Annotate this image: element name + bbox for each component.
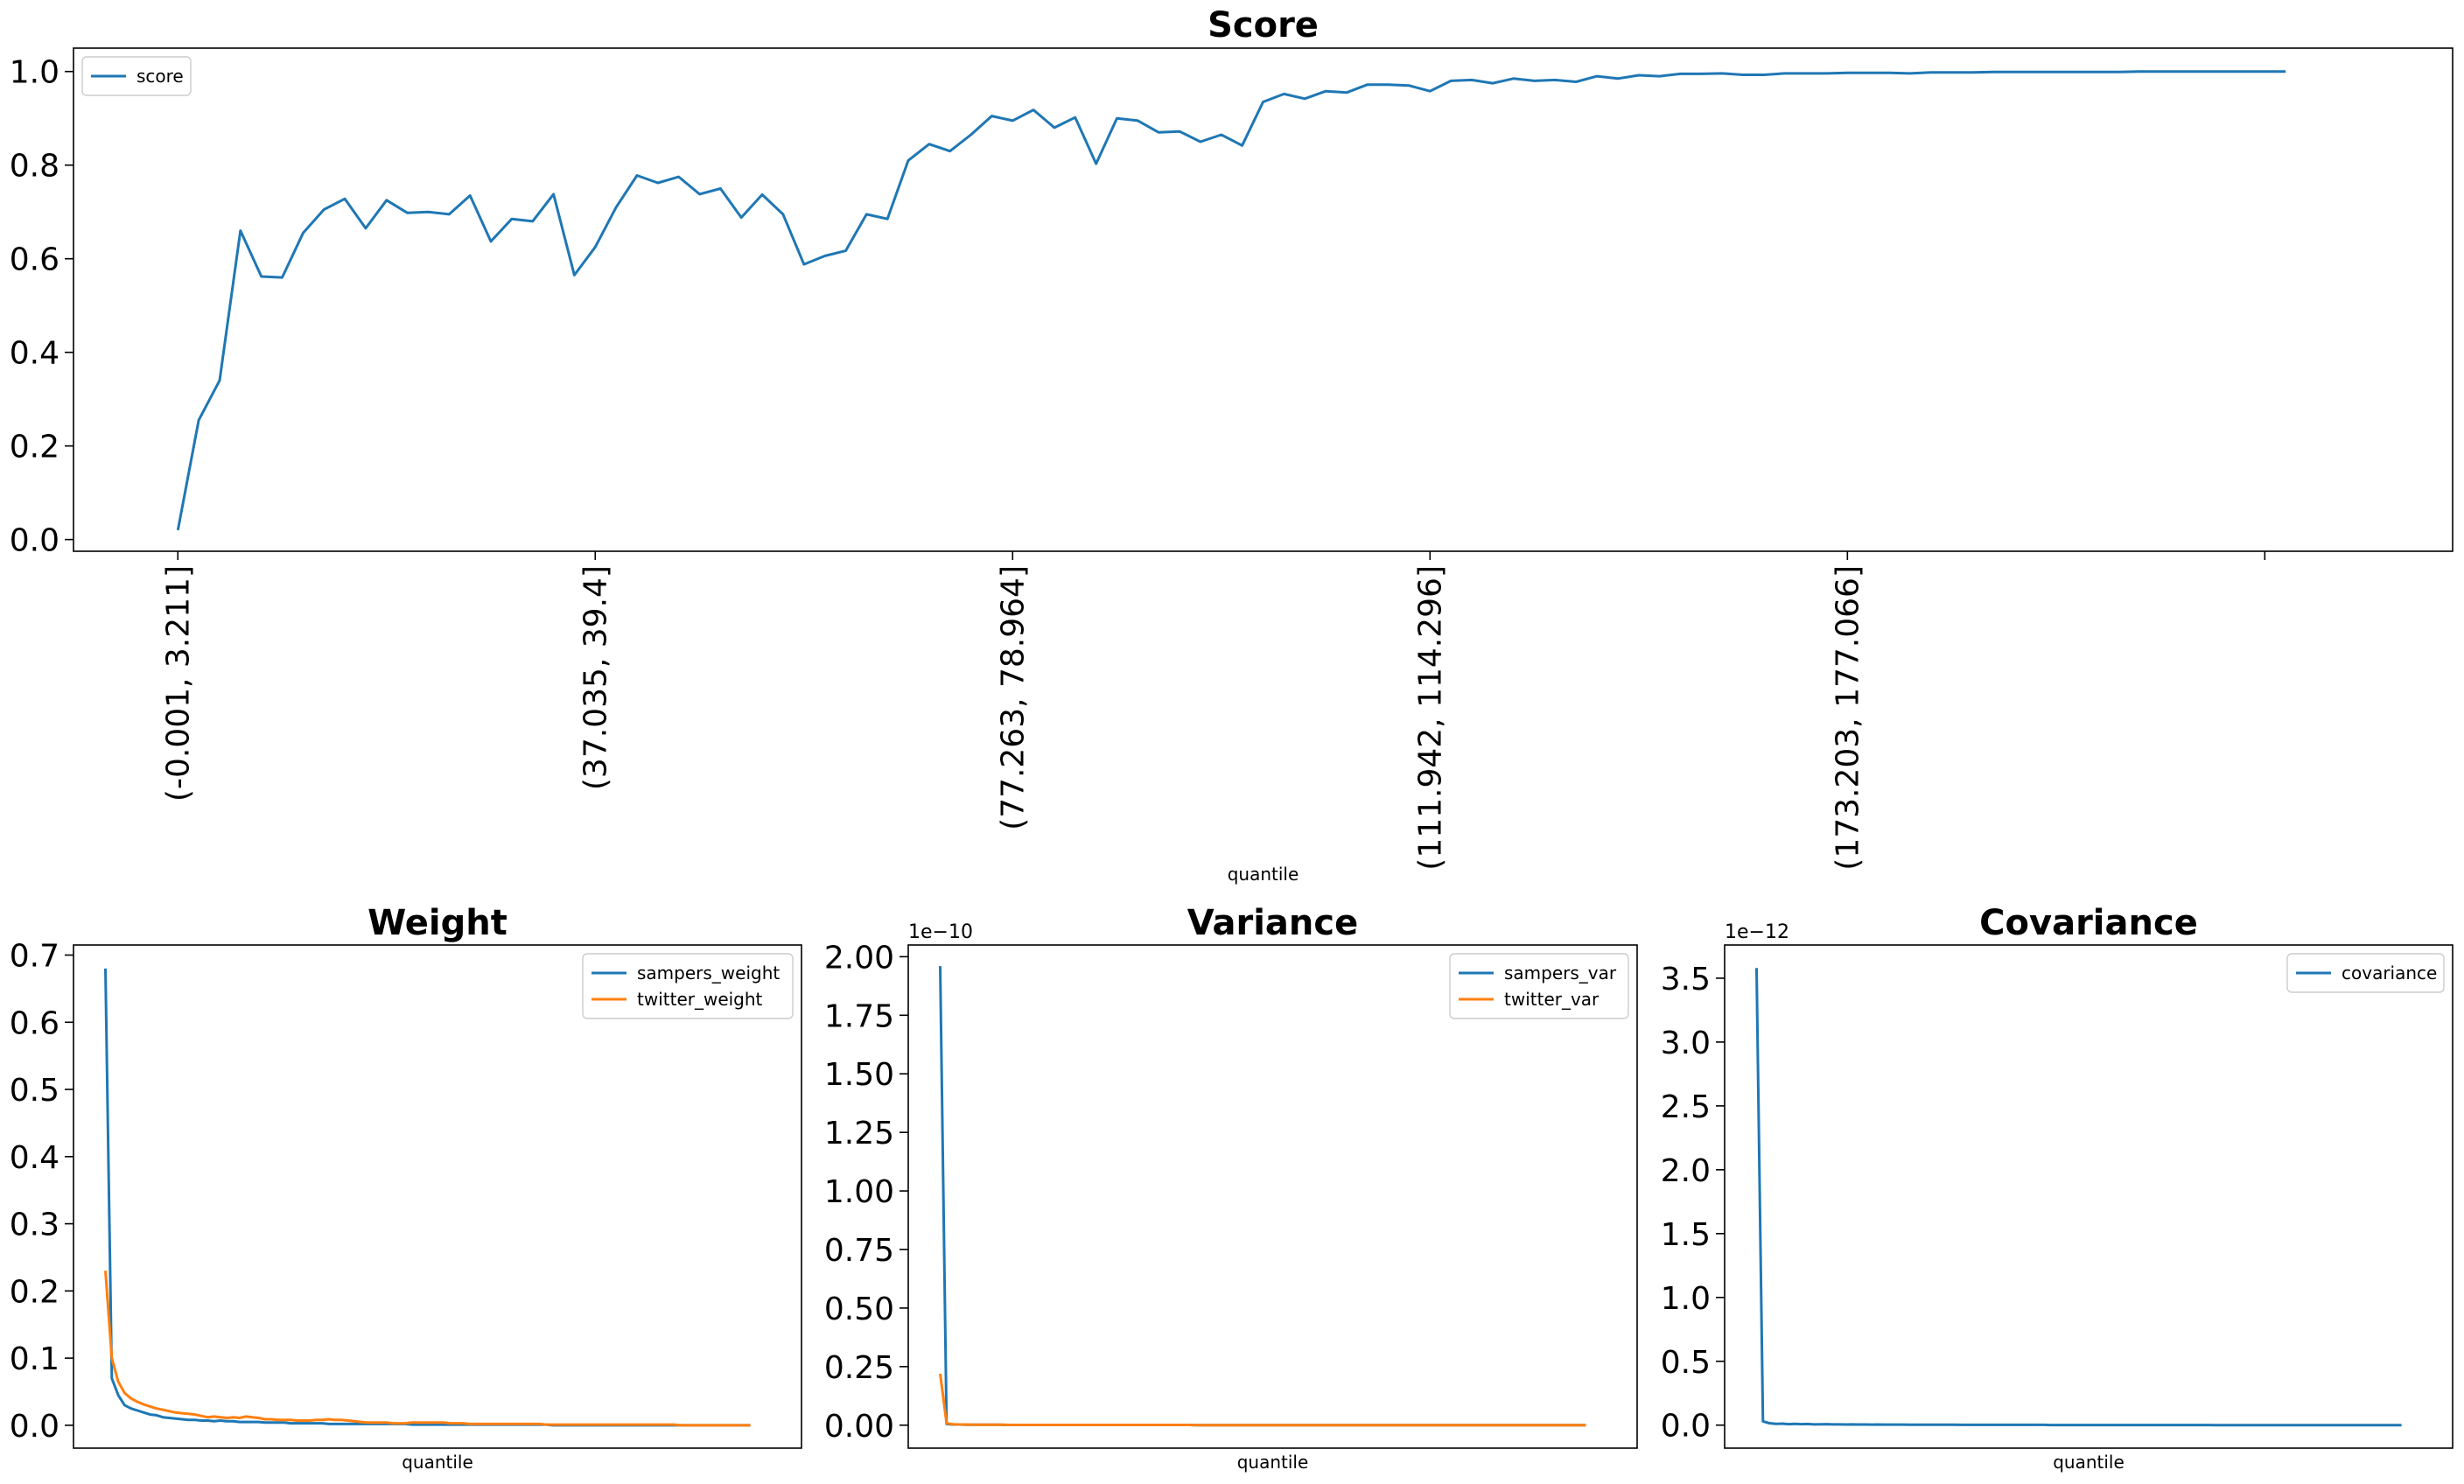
variance-panel: Variance 0.00 0.25 0.50 0.75 1.00 1.25 1.50 1.75… xyxy=(824,903,1638,1473)
variance-ytick-label: 1.75 xyxy=(824,998,894,1034)
variance-legend-box xyxy=(1449,953,1629,1019)
score-chart-title: Score xyxy=(1208,5,1319,46)
score-xtick-label: (37.035, 39.4] xyxy=(578,565,613,790)
score-ytick-label: 0.4 xyxy=(10,336,60,372)
score-xtick-label: (77.263, 78.964] xyxy=(995,565,1031,830)
covariance-xaxis-label: quantile xyxy=(2053,1452,2124,1473)
weight-legend-box xyxy=(582,953,794,1019)
weight-plot-frame xyxy=(73,944,802,1449)
score-xtick-label: (-0.001, 3.211] xyxy=(160,565,196,802)
weight-ytick-label: 0.4 xyxy=(10,1140,60,1176)
score-series-line-score xyxy=(176,70,2286,531)
score-ytick-label: 0.8 xyxy=(10,149,60,185)
variance-ytick-label: 1.25 xyxy=(824,1116,894,1152)
weight-legend-label: sampers_weight xyxy=(637,962,780,984)
variance-legend-label: sampers_var xyxy=(1504,962,1617,984)
covariance-plot-frame xyxy=(1724,944,2454,1449)
covariance-legend-label: covariance xyxy=(2342,962,2437,984)
weight-ytick-label: 0.5 xyxy=(10,1073,60,1109)
variance-series-line-twitter_var xyxy=(939,1373,1586,1427)
score-ytick-label: 0.2 xyxy=(10,430,60,466)
covariance-ytick-label: 2.5 xyxy=(1661,1089,1711,1125)
weight-ytick-label: 0.3 xyxy=(10,1208,60,1243)
variance-xaxis-label: quantile xyxy=(1237,1452,1309,1473)
score-ytick-label: 0.6 xyxy=(10,242,60,278)
covariance-ytick-label: 1.0 xyxy=(1661,1281,1711,1317)
weight-chart-title: Weight xyxy=(368,903,508,943)
score-ytick-label: 1.0 xyxy=(10,55,60,91)
variance-ytick-label: 1.00 xyxy=(824,1174,894,1210)
score-xaxis-label: quantile xyxy=(1228,864,1299,885)
variance-offset-text: 1e−10 xyxy=(908,921,973,943)
covariance-ytick-label: 0.5 xyxy=(1661,1345,1711,1381)
covariance-panel: Covariance 0.0 0.5 1.0 1.5 2.0 2.5 3.0 3.5 1e−12 q… xyxy=(1661,903,2454,1473)
covariance-ytick-label: 3.0 xyxy=(1661,1026,1711,1061)
covariance-series-line-covariance xyxy=(1755,968,2402,1427)
variance-ytick-label: 0.00 xyxy=(824,1409,894,1445)
variance-legend: sampers_var twitter_var xyxy=(1449,953,1629,1019)
covariance-chart-title: Covariance xyxy=(1979,903,2198,943)
covariance-ytick-label: 3.5 xyxy=(1661,962,1711,998)
covariance-ytick-label: 2.0 xyxy=(1661,1153,1711,1189)
weight-legend-label: twitter_weight xyxy=(637,989,763,1010)
score-legend: score xyxy=(81,56,192,96)
covariance-ytick-label: 1.5 xyxy=(1661,1217,1711,1253)
variance-legend-label: twitter_var xyxy=(1504,989,1600,1010)
variance-ytick-label: 2.00 xyxy=(824,940,894,976)
variance-ytick-label: 0.25 xyxy=(824,1350,894,1386)
weight-ytick-label: 0.7 xyxy=(10,939,60,975)
covariance-ytick-label: 0.0 xyxy=(1661,1409,1711,1445)
variance-chart-title: Variance xyxy=(1187,903,1359,943)
score-legend-box xyxy=(81,56,192,96)
weight-legend: sampers_weight twitter_weight xyxy=(582,953,794,1019)
score-xtick-label: (111.942, 114.296] xyxy=(1412,565,1448,871)
weight-ytick-label: 0.2 xyxy=(10,1274,60,1310)
weight-series-line-twitter_weight xyxy=(104,1270,751,1427)
covariance-offset-text: 1e−12 xyxy=(1725,921,1789,943)
covariance-legend: covariance xyxy=(2286,953,2445,993)
weight-panel: Weight 0.0 0.1 0.2 0.3 0.4 0.5 0.6 0.7 quantile sa… xyxy=(10,903,802,1473)
score-xtick-label: (173.203, 177.066] xyxy=(1830,565,1866,871)
variance-ytick-label: 1.50 xyxy=(824,1057,894,1093)
variance-ytick-label: 0.75 xyxy=(824,1233,894,1269)
score-plot-frame xyxy=(73,47,2454,552)
score-legend-label: score xyxy=(136,66,184,87)
weight-ytick-label: 0.1 xyxy=(10,1341,60,1377)
score-panel: Score 0.0 0.2 0.4 0.6 0.8 1.0 (-0.001, 3.211] (3… xyxy=(10,5,2454,885)
variance-ytick-label: 0.50 xyxy=(824,1292,894,1327)
score-ytick-label: 0.0 xyxy=(10,523,60,559)
weight-ytick-label: 0.0 xyxy=(10,1409,60,1445)
weight-xaxis-label: quantile xyxy=(402,1452,473,1473)
variance-plot-frame xyxy=(907,944,1638,1449)
covariance-legend-box xyxy=(2286,953,2445,993)
weight-ytick-label: 0.6 xyxy=(10,1005,60,1041)
